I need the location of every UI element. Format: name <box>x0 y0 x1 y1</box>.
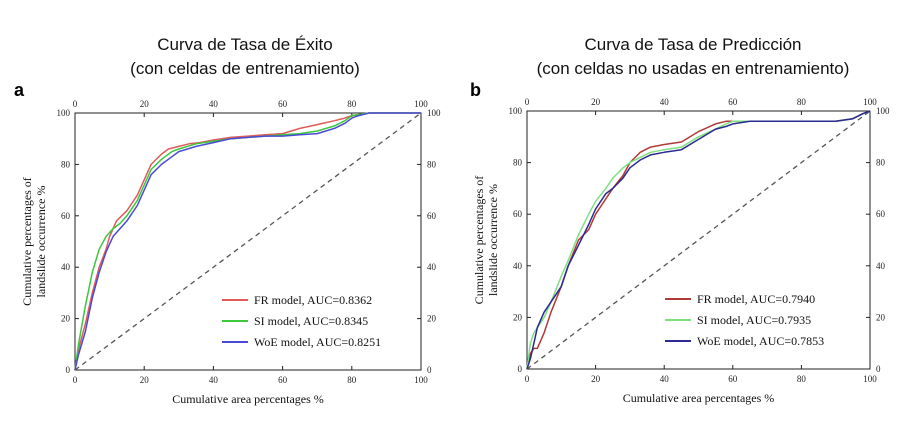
x-tick-label-bottom: 20 <box>591 374 601 384</box>
series-line-3 <box>74 112 421 371</box>
y-tick-label-left: 40 <box>61 262 71 272</box>
legend-label-3: WoE model, AUC=0.7853 <box>697 334 824 348</box>
x-tick-label-top: 20 <box>140 99 150 109</box>
diagonal-reference-line <box>74 112 422 371</box>
y-axis-label: Cumulative percentages oflandslide occur… <box>20 177 48 306</box>
plot-frame <box>526 110 871 370</box>
y-tick-label-left: 100 <box>509 106 523 116</box>
y-axis-label: Cumulative percentages oflandslide occur… <box>472 176 500 305</box>
x-tick-label-top: 100 <box>414 99 428 109</box>
y-tick-label-right: 0 <box>427 365 432 375</box>
legend-label-1: FR model, AUC=0.7940 <box>697 292 815 306</box>
y-tick-label-left: 20 <box>61 314 71 324</box>
y-tick-label-right: 0 <box>876 364 881 374</box>
chart-a-title-line2: (con celdas de entrenamiento) <box>130 59 360 78</box>
x-tick-label-bottom: 0 <box>525 374 530 384</box>
y-axis-label-line-1: Cumulative percentages of <box>472 176 486 305</box>
chart-a-title-line1: Curva de Tasa de Éxito <box>157 35 333 54</box>
x-tick-label-bottom: 80 <box>347 375 357 385</box>
chart-b-title-line1: Curva de Tasa de Predicción <box>584 35 802 54</box>
x-tick-label-bottom: 100 <box>414 375 428 385</box>
x-tick-label-bottom: 40 <box>209 375 219 385</box>
y-tick-label-left: 40 <box>513 261 523 271</box>
y-tick-label-right: 60 <box>427 211 437 221</box>
x-tick-label-top: 0 <box>525 97 530 107</box>
y-tick-label-left: 20 <box>513 312 523 322</box>
series-line-3 <box>526 110 871 370</box>
y-tick-label-right: 100 <box>876 106 890 116</box>
x-tick-label-bottom: 100 <box>863 374 877 384</box>
x-tick-label-top: 80 <box>347 99 357 109</box>
x-tick-label-bottom: 20 <box>140 375 150 385</box>
y-tick-label-left: 100 <box>57 108 71 118</box>
panel-letter-a: a <box>14 80 25 100</box>
legend-label-1: FR model, AUC=0.8362 <box>254 293 372 307</box>
y-axis-label-line-2: landslide occurrence % <box>34 186 48 298</box>
chart-b-title-line2: (con celdas no usadas en entrenamiento) <box>536 59 850 78</box>
x-tick-label-top: 60 <box>728 97 738 107</box>
series-line-1 <box>74 112 421 371</box>
x-tick-label-top: 60 <box>278 99 288 109</box>
y-tick-label-right: 100 <box>427 108 441 118</box>
y-tick-label-left: 80 <box>61 159 71 169</box>
y-tick-label-left: 60 <box>513 209 523 219</box>
y-tick-label-left: 0 <box>66 365 71 375</box>
legend-label-2: SI model, AUC=0.8345 <box>254 314 368 328</box>
x-tick-label-bottom: 40 <box>660 374 670 384</box>
plot-frame <box>74 112 422 371</box>
y-tick-label-left: 60 <box>61 211 71 221</box>
legend-label-2: SI model, AUC=0.7935 <box>697 313 811 327</box>
y-axis-label-line-1: Cumulative percentages of <box>20 177 34 306</box>
y-tick-label-right: 40 <box>876 261 886 271</box>
y-tick-label-right: 20 <box>876 312 886 322</box>
chart-a-title: Curva de Tasa de Éxito (con celdas de en… <box>40 33 450 81</box>
x-tick-label-bottom: 0 <box>73 375 78 385</box>
y-tick-label-right: 80 <box>876 158 886 168</box>
x-tick-label-bottom: 60 <box>278 375 288 385</box>
x-axis-label: Cumulative area percentages % <box>623 391 775 405</box>
panel-letter-b: b <box>470 80 481 100</box>
y-tick-label-right: 40 <box>427 262 437 272</box>
x-tick-label-top: 40 <box>660 97 670 107</box>
series-line-2 <box>74 112 421 371</box>
x-tick-label-top: 40 <box>209 99 219 109</box>
y-axis-label-line-2: landslide occurrence % <box>486 184 500 296</box>
x-tick-label-top: 20 <box>591 97 601 107</box>
x-tick-label-top: 80 <box>797 97 807 107</box>
y-tick-label-right: 80 <box>427 159 437 169</box>
y-tick-label-left: 0 <box>518 364 523 374</box>
x-tick-label-bottom: 80 <box>797 374 807 384</box>
y-tick-label-right: 60 <box>876 209 886 219</box>
legend-label-3: WoE model, AUC=0.8251 <box>254 335 381 349</box>
y-tick-label-right: 20 <box>427 314 437 324</box>
y-tick-label-left: 80 <box>513 158 523 168</box>
x-tick-label-bottom: 60 <box>728 374 738 384</box>
x-tick-label-top: 100 <box>863 97 877 107</box>
chart-b-title: Curva de Tasa de Predicción (con celdas … <box>488 33 898 81</box>
x-axis-label: Cumulative area percentages % <box>172 392 324 406</box>
x-tick-label-top: 0 <box>73 99 78 109</box>
